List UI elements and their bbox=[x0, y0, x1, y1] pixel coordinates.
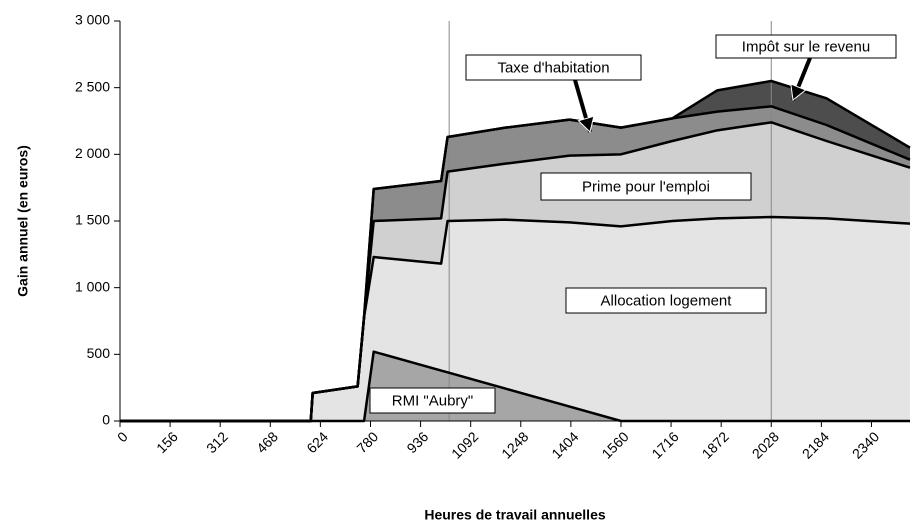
area-fill bbox=[120, 217, 910, 421]
x-tick-label: 2028 bbox=[749, 428, 782, 461]
x-tick-label: 2184 bbox=[799, 428, 832, 461]
x-tick-label: 2340 bbox=[849, 428, 882, 461]
x-tick-label: 1248 bbox=[498, 428, 531, 461]
x-tick-label: 1872 bbox=[699, 428, 732, 461]
area-fill bbox=[120, 106, 910, 421]
label-box bbox=[565, 287, 767, 314]
series-label: Impôt sur le revenu bbox=[742, 38, 870, 55]
y-tick-label: 2 000 bbox=[75, 145, 110, 161]
x-tick-label: 1716 bbox=[648, 428, 681, 461]
x-tick-label: 1092 bbox=[448, 428, 481, 461]
label-box bbox=[540, 172, 752, 201]
y-tick-label: 0 bbox=[102, 412, 110, 428]
x-tick-label: 1404 bbox=[548, 428, 581, 461]
label-box bbox=[715, 34, 897, 59]
y-tick-label: 1 000 bbox=[75, 278, 110, 294]
y-axis-title: Gain annuel (en euros) bbox=[15, 145, 31, 297]
x-tick-label: 312 bbox=[203, 428, 231, 456]
series-label: Taxe d'habitation bbox=[497, 59, 609, 76]
x-axis-title: Heures de travail annuelles bbox=[424, 507, 606, 523]
x-tick-label: 468 bbox=[253, 428, 281, 456]
y-tick-label: 3 000 bbox=[75, 12, 110, 28]
arrow-head bbox=[577, 115, 595, 133]
x-tick-label: 936 bbox=[403, 428, 431, 456]
series-label: RMI "Aubry" bbox=[392, 392, 474, 409]
y-tick-label: 1 500 bbox=[75, 212, 110, 228]
series-label: Prime pour l'emploi bbox=[582, 178, 710, 195]
label-box bbox=[369, 387, 496, 414]
area-fill bbox=[120, 81, 910, 421]
y-tick-label: 2 500 bbox=[75, 78, 110, 94]
x-tick-label: 1560 bbox=[598, 428, 631, 461]
x-tick-label: 156 bbox=[153, 428, 181, 456]
x-tick-label: 780 bbox=[353, 428, 381, 456]
area-fill bbox=[120, 351, 910, 421]
x-tick-label: 0 bbox=[114, 428, 131, 445]
label-box bbox=[465, 54, 642, 81]
y-tick-label: 500 bbox=[87, 345, 111, 361]
series-label: Allocation logement bbox=[601, 292, 733, 309]
area-top-line bbox=[120, 79, 911, 423]
arrow-head bbox=[790, 83, 807, 101]
x-tick-label: 624 bbox=[303, 428, 331, 456]
